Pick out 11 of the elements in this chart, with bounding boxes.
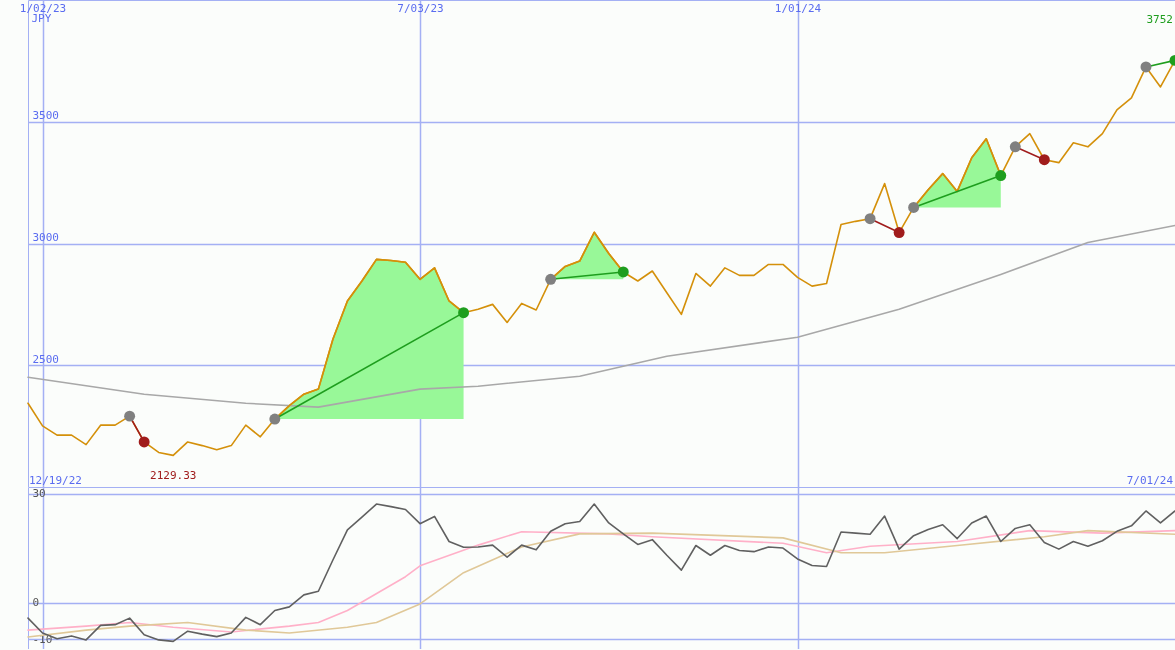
y-tick-label: 30 (32, 487, 46, 501)
annotation: 7/01/24 (1126, 474, 1174, 487)
annotation: 3752 (1146, 13, 1173, 26)
y-tick-label: 0 (32, 596, 40, 610)
x-tick-label: 7/03/23 (397, 1, 444, 15)
y-tick-label: 2500 (32, 352, 59, 366)
y-tick-label: 3500 (32, 109, 59, 123)
annotation: 12/19/22 (29, 474, 82, 487)
y-tick-label: 3000 (32, 231, 59, 244)
annotation: 2129.33 (150, 468, 197, 482)
x-tick-label: 1/01/24 (774, 1, 822, 15)
